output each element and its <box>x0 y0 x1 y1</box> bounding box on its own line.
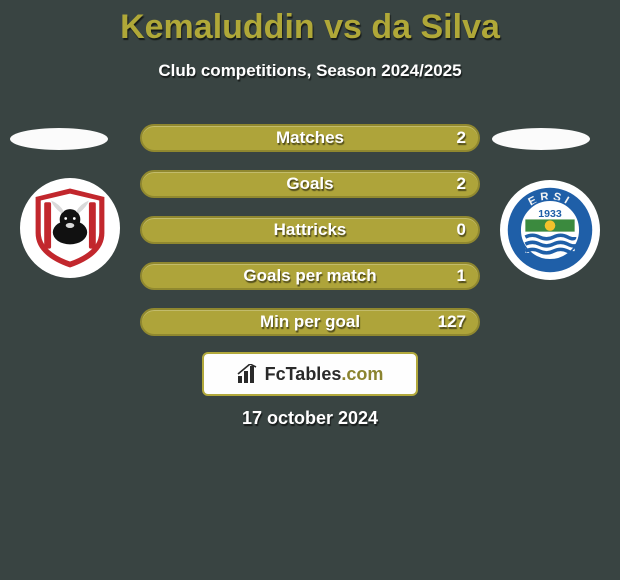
stat-bar-label: Goals <box>142 172 478 196</box>
svg-text:1933: 1933 <box>538 208 562 220</box>
stat-bar-right-value: 0 <box>457 218 466 242</box>
left-name-ellipse <box>10 128 108 150</box>
team-crest-right: ERSI 1933 <box>500 180 600 280</box>
stat-bar-right-value: 1 <box>457 264 466 288</box>
stat-bar: Goals per match1 <box>140 262 480 290</box>
brand-badge: FcTables.com <box>202 352 418 396</box>
stat-bar-label: Hattricks <box>142 218 478 242</box>
stat-bar-label: Goals per match <box>142 264 478 288</box>
stat-bar: Min per goal127 <box>140 308 480 336</box>
footer-date: 17 october 2024 <box>242 408 378 429</box>
subtitle: Club competitions, Season 2024/2025 <box>0 61 620 81</box>
stat-bar: Matches2 <box>140 124 480 152</box>
bar-chart-icon <box>237 364 259 384</box>
page-title: Kemaluddin vs da Silva <box>0 0 620 47</box>
stat-bar-label: Matches <box>142 126 478 150</box>
stat-bars: Matches2Goals2Hattricks0Goals per match1… <box>140 124 480 354</box>
right-name-ellipse <box>492 128 590 150</box>
stat-bar-right-value: 2 <box>457 126 466 150</box>
stat-bar-right-value: 127 <box>438 310 466 334</box>
crest-left-svg <box>27 185 113 271</box>
stat-bar: Hattricks0 <box>140 216 480 244</box>
stat-bar-right-value: 2 <box>457 172 466 196</box>
stat-bar: Goals2 <box>140 170 480 198</box>
team-crest-left <box>20 178 120 278</box>
comparison-card: Kemaluddin vs da Silva Club competitions… <box>0 0 620 580</box>
crest-right-svg: ERSI 1933 <box>506 186 594 274</box>
brand-text-light: .com <box>341 364 383 384</box>
stat-bar-label: Min per goal <box>142 310 478 334</box>
brand-text-dark: FcTables <box>265 364 342 384</box>
